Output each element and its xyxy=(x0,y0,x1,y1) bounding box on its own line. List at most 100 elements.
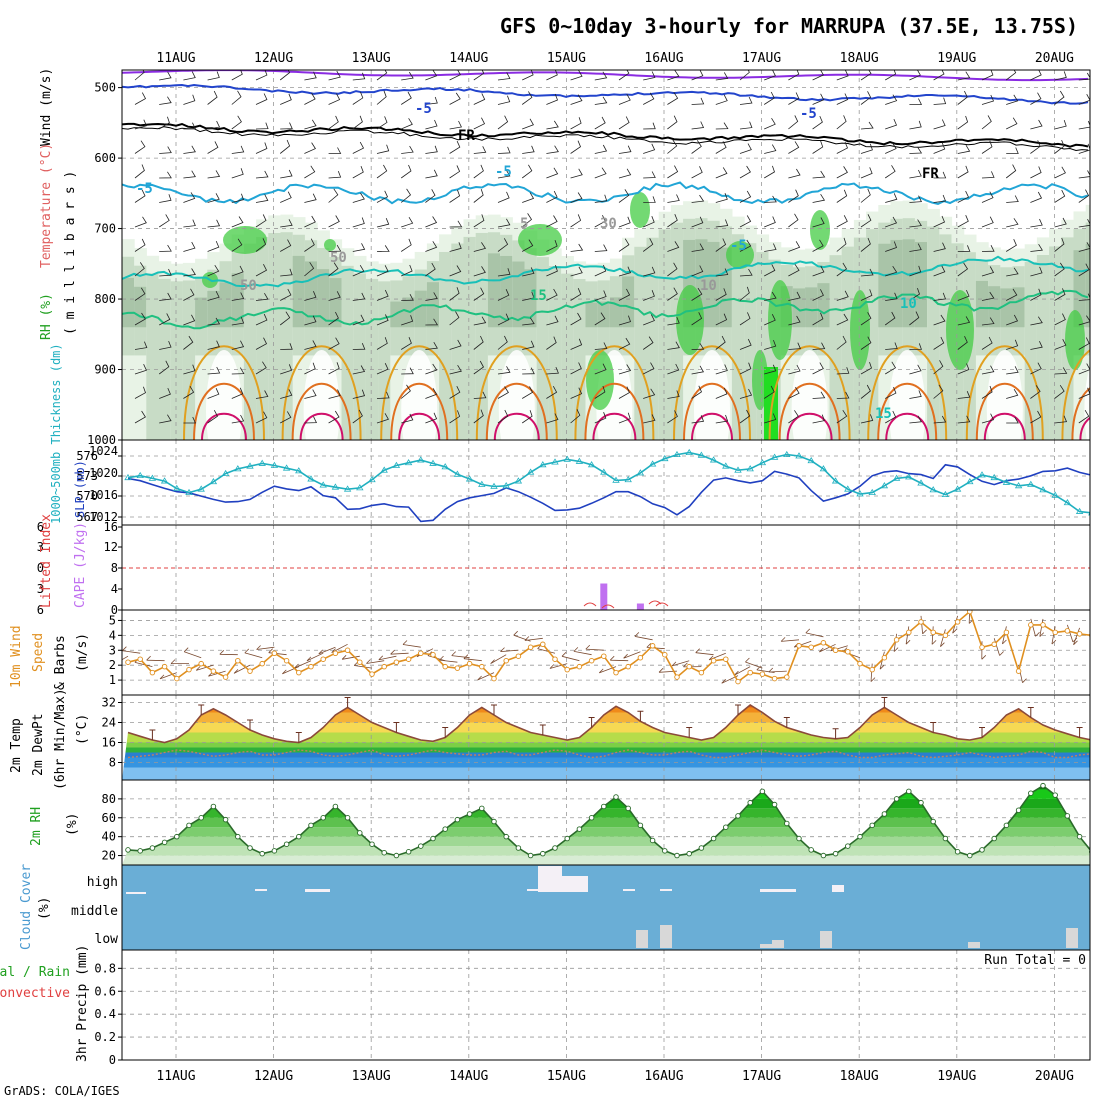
upper-wind-barb xyxy=(400,384,411,399)
top-date-label: 19AUG xyxy=(937,51,976,66)
upper-wind-barb xyxy=(643,122,656,130)
top-date-label: 14AUG xyxy=(449,51,488,66)
thickness-point xyxy=(966,477,974,485)
upper-wind-barb xyxy=(304,340,317,350)
upper-wind-barb xyxy=(764,413,777,424)
wind10m-point xyxy=(271,650,278,656)
wind10m-point xyxy=(893,637,900,643)
upper-wind-barb xyxy=(764,339,777,350)
upper-wind-barb xyxy=(449,410,461,424)
upper-wind-barb xyxy=(885,142,897,154)
upper-wind-barb xyxy=(570,70,583,81)
upper-wind-barb xyxy=(1054,288,1066,301)
rh-band-dark xyxy=(414,290,428,328)
contour-15 xyxy=(122,289,1089,330)
upper-wind-barb xyxy=(207,90,218,105)
thickness-point xyxy=(173,484,181,491)
upper-wind-barb xyxy=(449,364,462,375)
upper-wind-barb xyxy=(255,70,268,81)
upper-wind-barb xyxy=(328,188,339,203)
top-date-label: 15AUG xyxy=(547,51,586,66)
rh2m-point xyxy=(698,845,705,851)
upper-wind-barb xyxy=(304,215,316,228)
upper-wind-barb xyxy=(715,122,729,130)
upper-wind-barb xyxy=(812,70,824,81)
upper-wind-barb xyxy=(594,167,607,179)
wind10m-barb xyxy=(233,664,251,674)
upper-wind-barb xyxy=(1030,410,1042,424)
upper-wind-barb xyxy=(909,98,923,105)
rh2m-point xyxy=(735,813,741,819)
upper-wind-barb xyxy=(473,93,486,105)
upper-wind-barb xyxy=(521,164,533,179)
upper-wind-barb xyxy=(691,121,705,130)
wind10m-barb xyxy=(905,626,911,645)
upper-wind-barb xyxy=(1006,267,1019,277)
upper-wind-barb xyxy=(231,387,244,399)
upper-wind-barb xyxy=(764,291,777,301)
upper-wind-barb xyxy=(304,71,317,81)
wind10m-barb xyxy=(549,663,568,669)
upper-wind-barb xyxy=(546,315,559,326)
upper-wind-barb xyxy=(183,192,196,203)
wind10m-point xyxy=(637,654,644,661)
cape-tick-label: 16 xyxy=(104,520,118,534)
upper-wind-barb xyxy=(328,147,342,154)
high-cloud-bar xyxy=(255,889,267,891)
upper-wind-barb xyxy=(1054,119,1067,130)
upper-wind-barb xyxy=(739,362,752,375)
upper-wind-barb xyxy=(594,116,606,130)
temp-minmax-whisker xyxy=(539,724,546,735)
slp-tick-label: 1020 xyxy=(89,466,118,480)
upper-wind-barb xyxy=(763,91,775,105)
upper-wind-barb xyxy=(885,386,897,399)
slp-tick-label: 1012 xyxy=(89,510,118,524)
upper-wind-barb xyxy=(546,70,558,81)
upper-wind-barb xyxy=(739,143,752,154)
rh-band-dark xyxy=(975,280,989,328)
wind10m-point xyxy=(857,660,863,667)
cape-tick-label: 0 xyxy=(111,603,118,617)
upper-wind-barb xyxy=(425,341,438,350)
wind10m-point xyxy=(967,610,973,615)
thickness-point xyxy=(1063,498,1072,506)
upper-ylabel-wind: Wind (m/s) xyxy=(39,68,54,146)
upper-wind-barb xyxy=(957,215,969,228)
warm-contour-lobe xyxy=(493,412,540,440)
high-cloud-bar xyxy=(623,889,635,891)
rh2m-point xyxy=(1040,782,1046,789)
upper-wind-barb xyxy=(279,311,291,326)
upper-wind-barb xyxy=(594,363,607,375)
wind10m-point xyxy=(442,663,448,670)
upper-wind-barb xyxy=(860,384,871,399)
upper-wind-barb xyxy=(715,335,726,350)
rh-band-dark xyxy=(219,282,233,328)
upper-wind-barb xyxy=(957,415,971,424)
upper-wind-barb xyxy=(304,262,315,277)
upper-wind-barb xyxy=(981,115,992,130)
upper-wind-barb xyxy=(521,91,533,105)
upper-wind-barb xyxy=(691,287,703,301)
upper-wind-barb xyxy=(643,266,656,277)
thickness-point xyxy=(380,466,388,473)
upper-wind-barb xyxy=(1054,90,1065,105)
temperature-contours xyxy=(122,70,1090,440)
wind10m-panel-frame xyxy=(121,609,1091,696)
rh-band-mid xyxy=(158,278,172,440)
wind10m-point xyxy=(320,656,326,662)
axis-tick-label: 8 xyxy=(109,756,116,770)
thickness-point xyxy=(1027,480,1035,487)
rh-moist-blob xyxy=(223,226,267,254)
upper-wind-barb xyxy=(425,241,438,252)
thickness-ylabel: 1000~500mb Thickness (dm) xyxy=(49,343,63,524)
warm-contour-lobe xyxy=(475,345,558,440)
upper-wind-barb xyxy=(1030,92,1042,105)
upper-wind-barb xyxy=(546,264,558,277)
cloud-level-label: middle xyxy=(71,904,118,919)
wind10m-barbs xyxy=(122,610,1080,684)
upper-wind-barb xyxy=(304,315,317,326)
upper-wind-barb xyxy=(207,120,221,130)
upper-wind-barb xyxy=(764,195,777,203)
upper-wind-barb xyxy=(473,316,487,326)
wind10m-barb xyxy=(940,629,946,647)
